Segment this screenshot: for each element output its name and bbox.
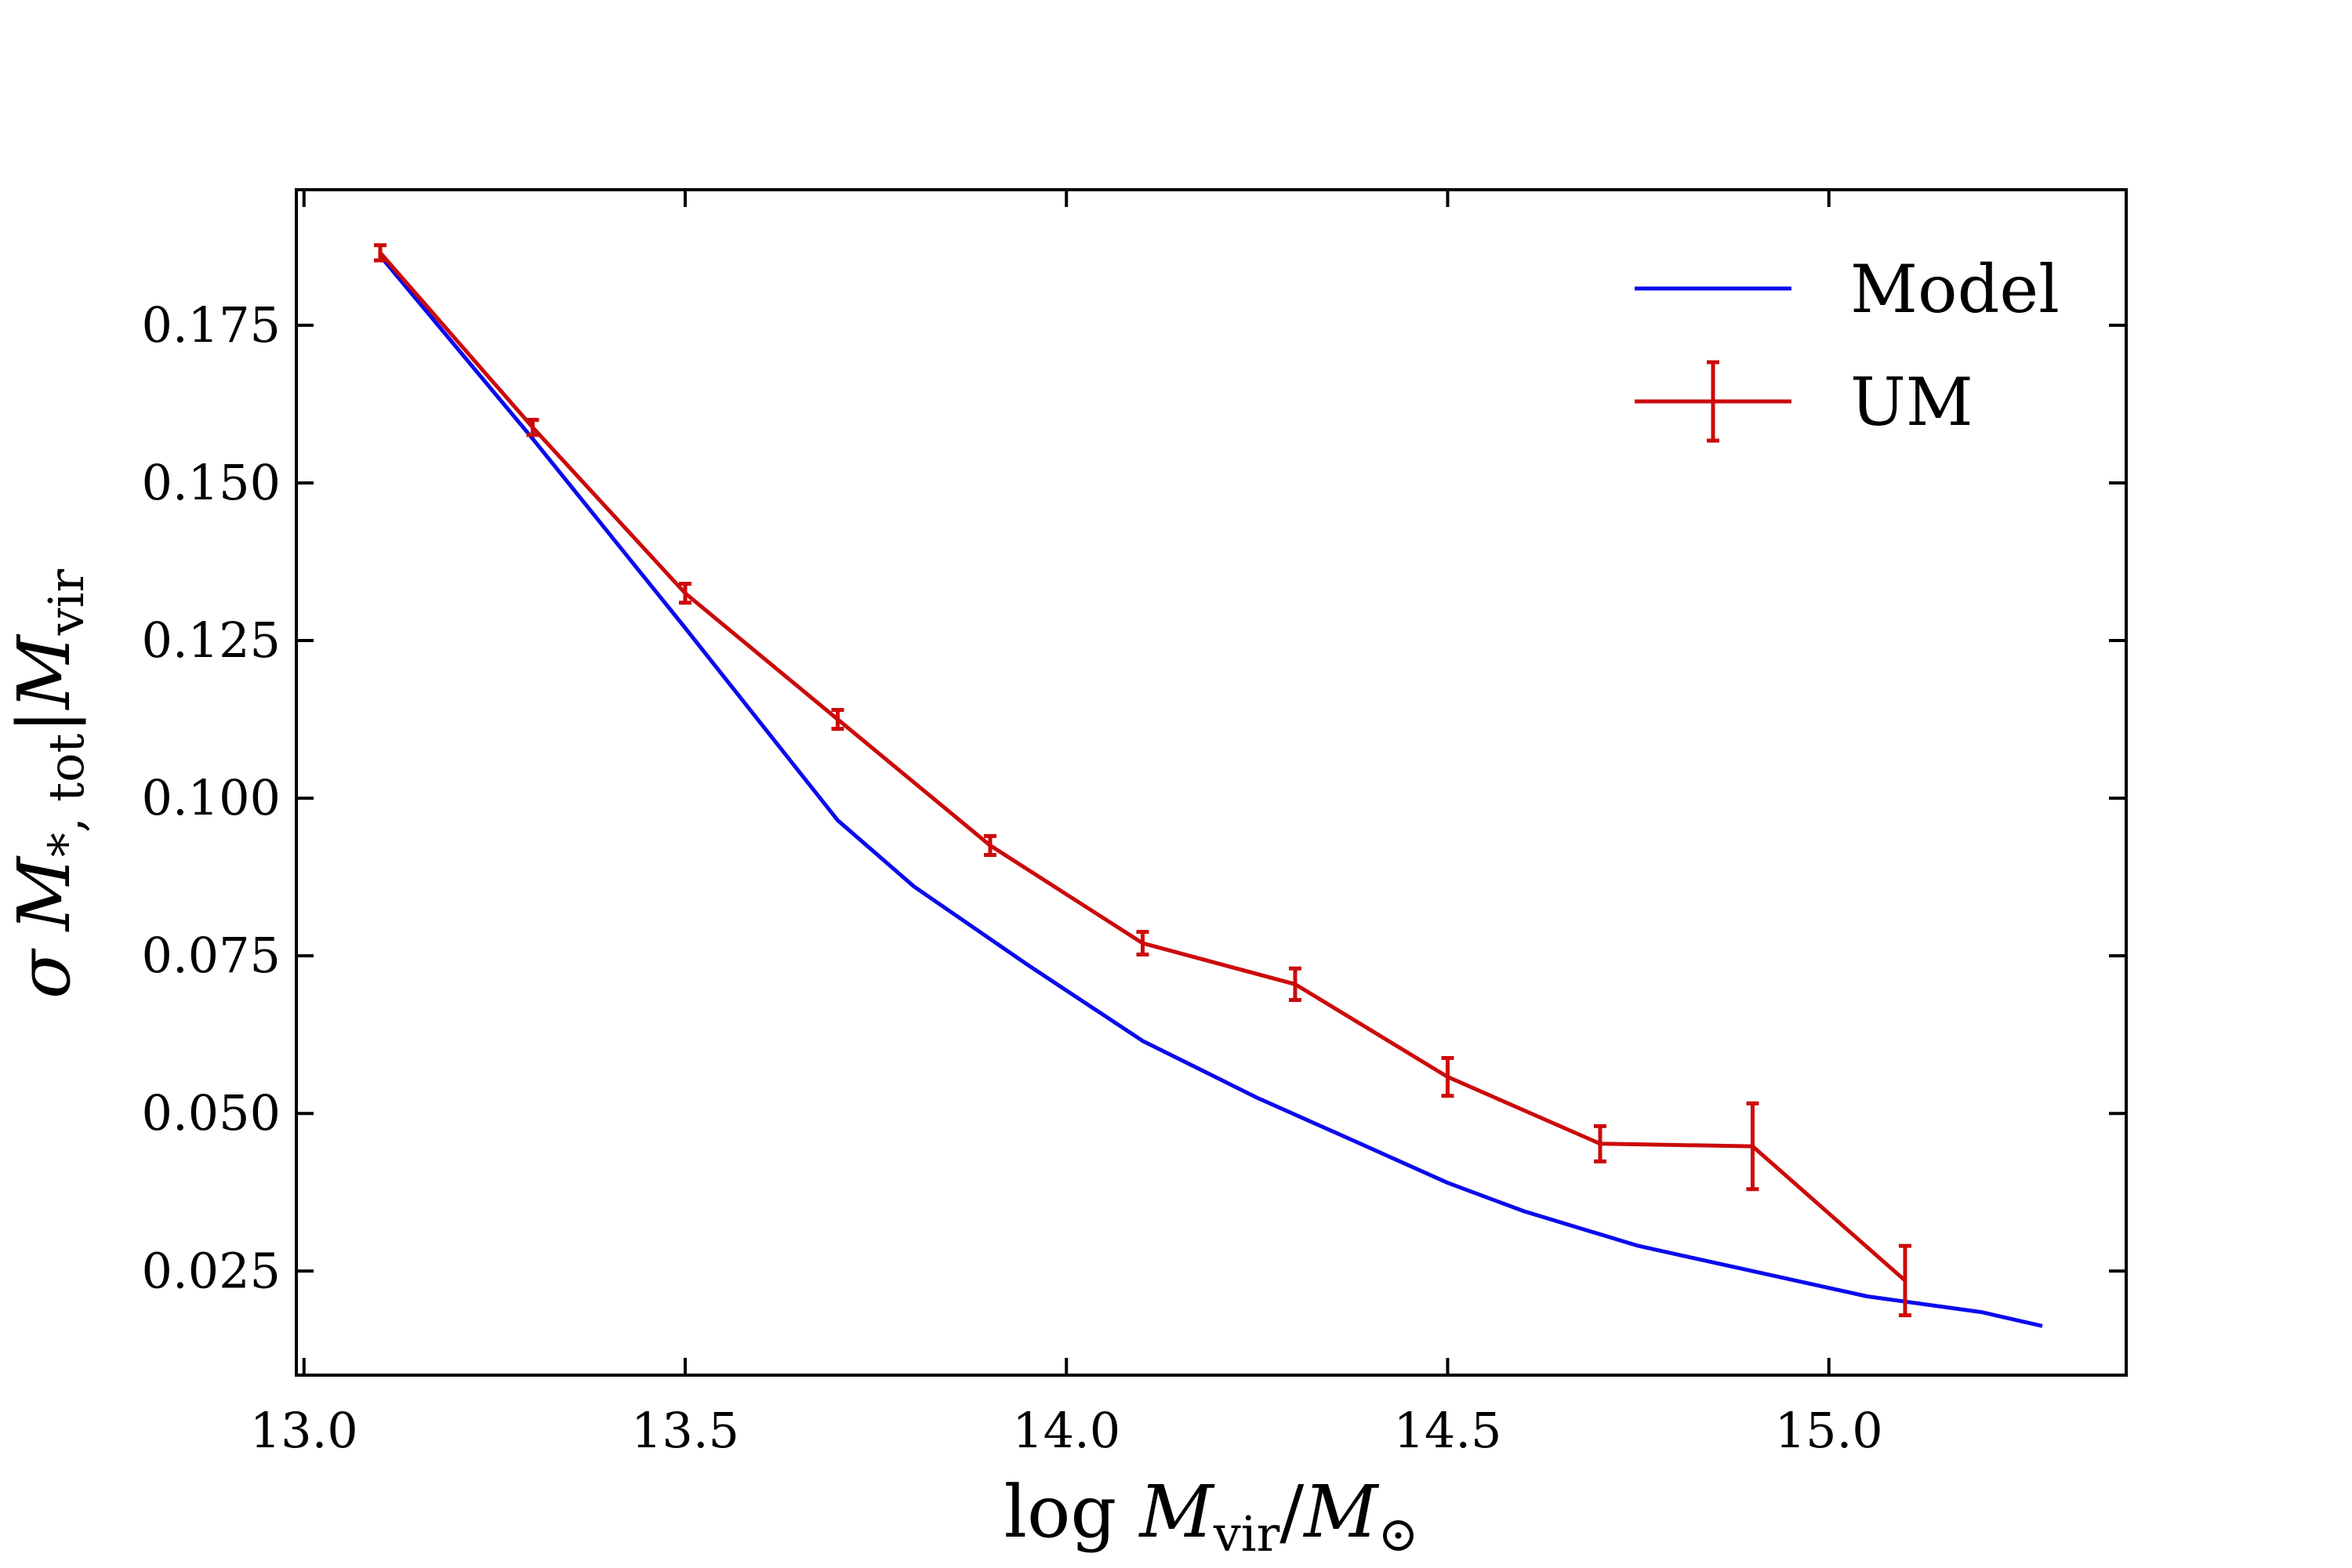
y-tick-label: 0.175: [142, 296, 281, 354]
x-tick-label: 14.5: [1393, 1402, 1501, 1459]
y-axis-label-sigma: σ: [2, 948, 86, 999]
x-axis-label: log Mvir/M⊙: [1004, 1470, 1419, 1563]
series-um-errorbar: [678, 582, 691, 605]
y-axis-label: σM*, tot|Mvir: [2, 568, 95, 999]
y-axis-label-sub2: vir: [38, 568, 95, 636]
y-axis-label-sep: |: [2, 710, 86, 734]
x-axis-label-sub2: ⊙: [1377, 1505, 1418, 1563]
series-um-errorbar: [526, 418, 539, 437]
y-tick-label: 0.050: [142, 1084, 281, 1142]
x-axis-label-sep: /: [1279, 1470, 1304, 1554]
series-um-errorbar: [1593, 1123, 1606, 1163]
legend-um-label: UM: [1850, 364, 1973, 441]
series-um-errorbar: [1136, 930, 1149, 957]
x-axis-label-var2: M: [1302, 1470, 1380, 1554]
series-model-line: [379, 254, 2043, 1328]
x-tick-label: 13.5: [631, 1402, 739, 1459]
plot-frame: [295, 188, 2128, 1377]
legend: Model UM: [1635, 251, 2060, 443]
y-tick-label: 0.075: [142, 927, 281, 984]
series-um-errorbar: [1288, 966, 1301, 1002]
series-um-errorbar: [983, 833, 996, 857]
series-um-errorbar: [1898, 1243, 1911, 1318]
x-axis-label-sub1: vir: [1213, 1505, 1280, 1563]
y-tick-label: 0.025: [142, 1242, 281, 1299]
x-tick-label: 13.0: [250, 1402, 358, 1459]
x-axis-label-prefix: log: [1004, 1470, 1140, 1554]
y-tick-label: 0.125: [142, 612, 281, 669]
x-tick-label: 15.0: [1775, 1402, 1883, 1459]
series-layer: [373, 243, 2043, 1328]
series-um-errorbar: [831, 708, 844, 731]
y-tick-label: 0.150: [142, 454, 281, 511]
series-um-errorbar: [1441, 1055, 1454, 1098]
x-axis-label-var1: M: [1138, 1470, 1216, 1554]
y-axis-label-var1: M: [2, 855, 86, 932]
ticks-layer: 13.0 13.5 14.0 14.5 15.0 0.025 0.050 0.075 0.100…: [142, 190, 2126, 1459]
series-um-errorbar: [1746, 1101, 1759, 1192]
y-tick-label: 0.100: [142, 769, 281, 826]
y-axis-label-var2: M: [2, 633, 86, 711]
y-axis-label-sub1: *, tot: [38, 733, 95, 857]
x-tick-label: 14.0: [1012, 1402, 1120, 1459]
legend-model-label: Model: [1850, 251, 2060, 328]
series-um-errorbar: [373, 243, 387, 263]
